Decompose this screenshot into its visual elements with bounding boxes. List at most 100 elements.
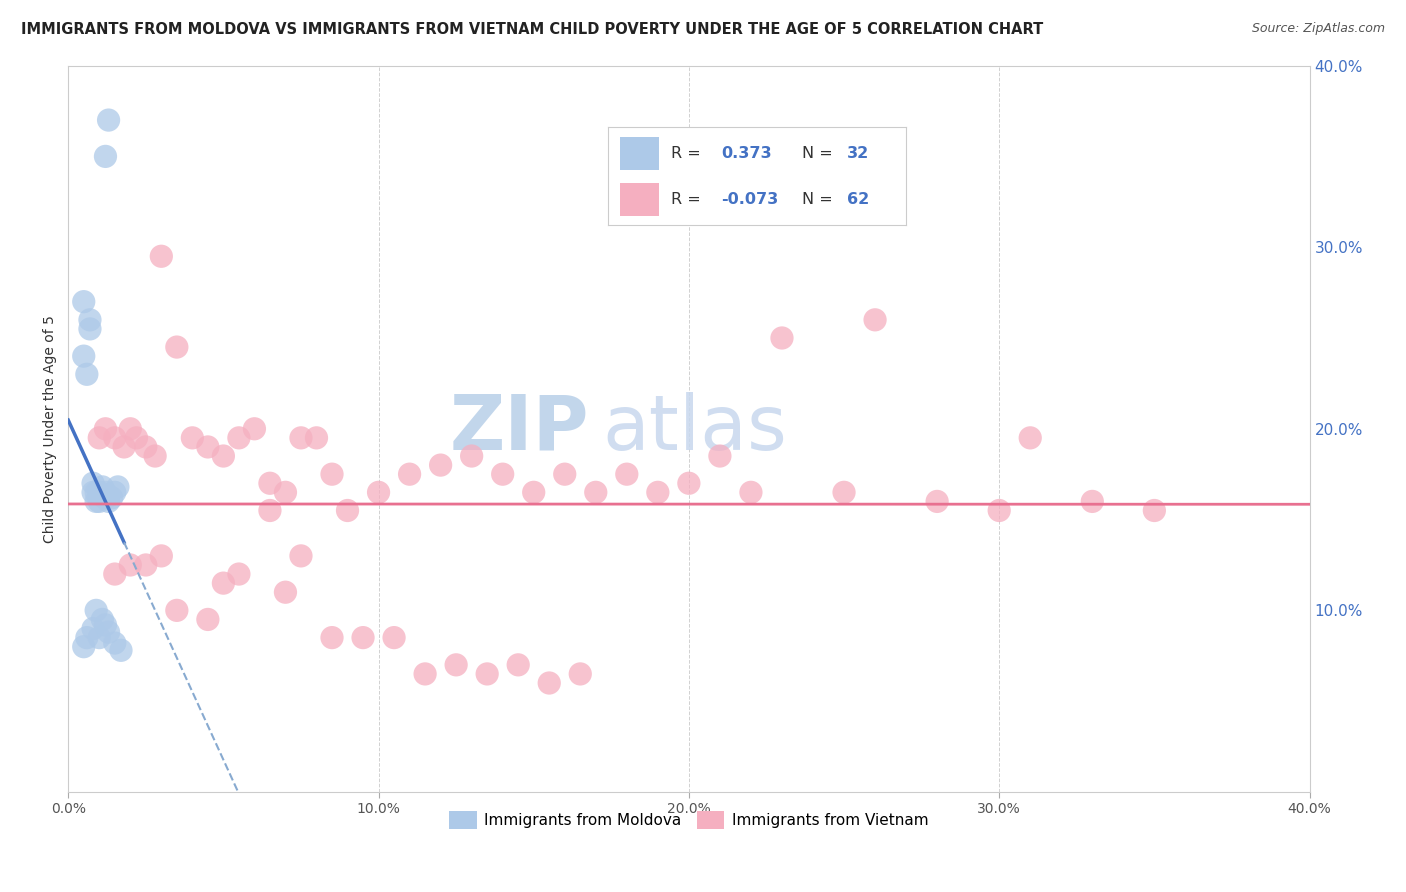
Point [1081, 494, 1104, 508]
Point [988, 503, 1011, 517]
Point [91, 489, 114, 503]
Point [274, 485, 297, 500]
Point [143, 449, 166, 463]
Point [97, 625, 120, 640]
Text: Source: ZipAtlas.com: Source: ZipAtlas.com [1251, 22, 1385, 36]
Point [398, 467, 420, 482]
Point [104, 567, 127, 582]
Text: atlas: atlas [602, 392, 787, 466]
Point [492, 467, 515, 482]
Point [770, 331, 793, 345]
Point [73, 349, 96, 363]
Point [290, 431, 312, 445]
Point [150, 549, 173, 563]
Point [259, 503, 281, 517]
Point [104, 636, 127, 650]
Point [104, 485, 127, 500]
Point [1143, 503, 1166, 517]
Point [228, 567, 250, 582]
Point [73, 640, 96, 654]
Point [97, 489, 120, 503]
Legend: Immigrants from Moldova, Immigrants from Vietnam: Immigrants from Moldova, Immigrants from… [443, 805, 935, 835]
Point [104, 431, 127, 445]
Point [100, 491, 122, 505]
Point [166, 340, 188, 354]
Point [460, 449, 482, 463]
Point [863, 313, 886, 327]
Point [444, 657, 467, 672]
Point [197, 440, 219, 454]
Point [538, 676, 561, 690]
Point [382, 631, 405, 645]
Point [84, 494, 107, 508]
Point [107, 480, 129, 494]
Point [94, 422, 117, 436]
Point [84, 485, 107, 500]
Point [585, 485, 607, 500]
Point [228, 431, 250, 445]
Point [321, 631, 343, 645]
Y-axis label: Child Poverty Under the Age of 5: Child Poverty Under the Age of 5 [44, 315, 58, 542]
Point [89, 431, 111, 445]
Point [89, 485, 111, 500]
Point [82, 622, 104, 636]
Point [89, 631, 111, 645]
Point [413, 667, 436, 681]
Point [832, 485, 855, 500]
Point [73, 294, 96, 309]
Point [554, 467, 576, 482]
Point [166, 603, 188, 617]
Point [475, 667, 498, 681]
Point [97, 494, 120, 508]
Text: IMMIGRANTS FROM MOLDOVA VS IMMIGRANTS FROM VIETNAM CHILD POVERTY UNDER THE AGE O: IMMIGRANTS FROM MOLDOVA VS IMMIGRANTS FR… [21, 22, 1043, 37]
Point [243, 422, 266, 436]
Point [94, 618, 117, 632]
Point [181, 431, 204, 445]
Point [97, 113, 120, 128]
Point [125, 431, 148, 445]
Point [259, 476, 281, 491]
Point [94, 491, 117, 505]
Point [709, 449, 731, 463]
Point [274, 585, 297, 599]
Point [305, 431, 328, 445]
Point [197, 612, 219, 626]
Point [523, 485, 546, 500]
Point [91, 612, 114, 626]
Point [336, 503, 359, 517]
Point [135, 558, 157, 572]
Point [120, 422, 142, 436]
Point [927, 494, 949, 508]
Point [150, 249, 173, 263]
Point [112, 440, 135, 454]
Point [82, 485, 104, 500]
Point [94, 485, 117, 500]
Point [120, 558, 142, 572]
Point [110, 643, 132, 657]
Point [321, 467, 343, 482]
Text: ZIP: ZIP [450, 392, 589, 466]
Point [678, 476, 700, 491]
Point [290, 549, 312, 563]
Point [616, 467, 638, 482]
Point [212, 576, 235, 591]
Point [647, 485, 669, 500]
Point [429, 458, 451, 472]
Point [76, 368, 98, 382]
Point [94, 149, 117, 163]
Point [740, 485, 762, 500]
Point [1019, 431, 1042, 445]
Point [79, 322, 101, 336]
Point [82, 476, 104, 491]
Point [569, 667, 592, 681]
Point [76, 631, 98, 645]
Point [135, 440, 157, 454]
Point [212, 449, 235, 463]
Point [84, 603, 107, 617]
Point [79, 313, 101, 327]
Point [89, 494, 111, 508]
Point [367, 485, 389, 500]
Point [91, 480, 114, 494]
Point [508, 657, 530, 672]
Point [352, 631, 374, 645]
